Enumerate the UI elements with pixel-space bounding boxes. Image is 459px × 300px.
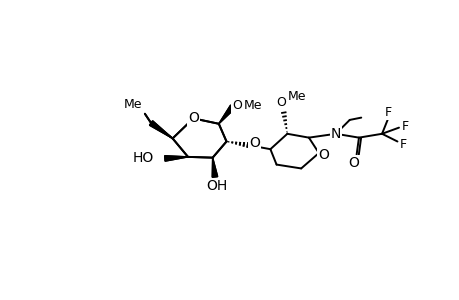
Polygon shape bbox=[164, 156, 188, 161]
Text: F: F bbox=[384, 106, 391, 119]
Text: Me: Me bbox=[244, 99, 262, 112]
Polygon shape bbox=[149, 121, 172, 138]
Polygon shape bbox=[218, 105, 234, 124]
Polygon shape bbox=[149, 121, 172, 138]
Text: Me: Me bbox=[124, 98, 142, 112]
Text: Me: Me bbox=[287, 90, 305, 103]
Text: O: O bbox=[188, 111, 198, 124]
Polygon shape bbox=[212, 158, 217, 177]
Text: O: O bbox=[188, 111, 198, 124]
Text: N: N bbox=[330, 127, 340, 141]
Text: F: F bbox=[399, 138, 406, 151]
Text: Me: Me bbox=[244, 99, 262, 112]
Text: O: O bbox=[232, 99, 242, 112]
Text: O: O bbox=[232, 99, 242, 112]
Polygon shape bbox=[164, 156, 188, 161]
Text: O: O bbox=[318, 148, 328, 162]
Polygon shape bbox=[212, 158, 217, 177]
Text: F: F bbox=[401, 120, 408, 133]
Text: O: O bbox=[248, 136, 259, 150]
Text: HO: HO bbox=[133, 152, 154, 165]
Text: Me: Me bbox=[124, 98, 142, 112]
Text: O: O bbox=[248, 136, 259, 150]
Polygon shape bbox=[218, 105, 234, 124]
Text: O: O bbox=[347, 156, 358, 170]
Text: OH: OH bbox=[206, 179, 227, 193]
Text: HO: HO bbox=[133, 152, 154, 165]
Text: O: O bbox=[276, 97, 285, 110]
Text: OH: OH bbox=[206, 179, 227, 193]
